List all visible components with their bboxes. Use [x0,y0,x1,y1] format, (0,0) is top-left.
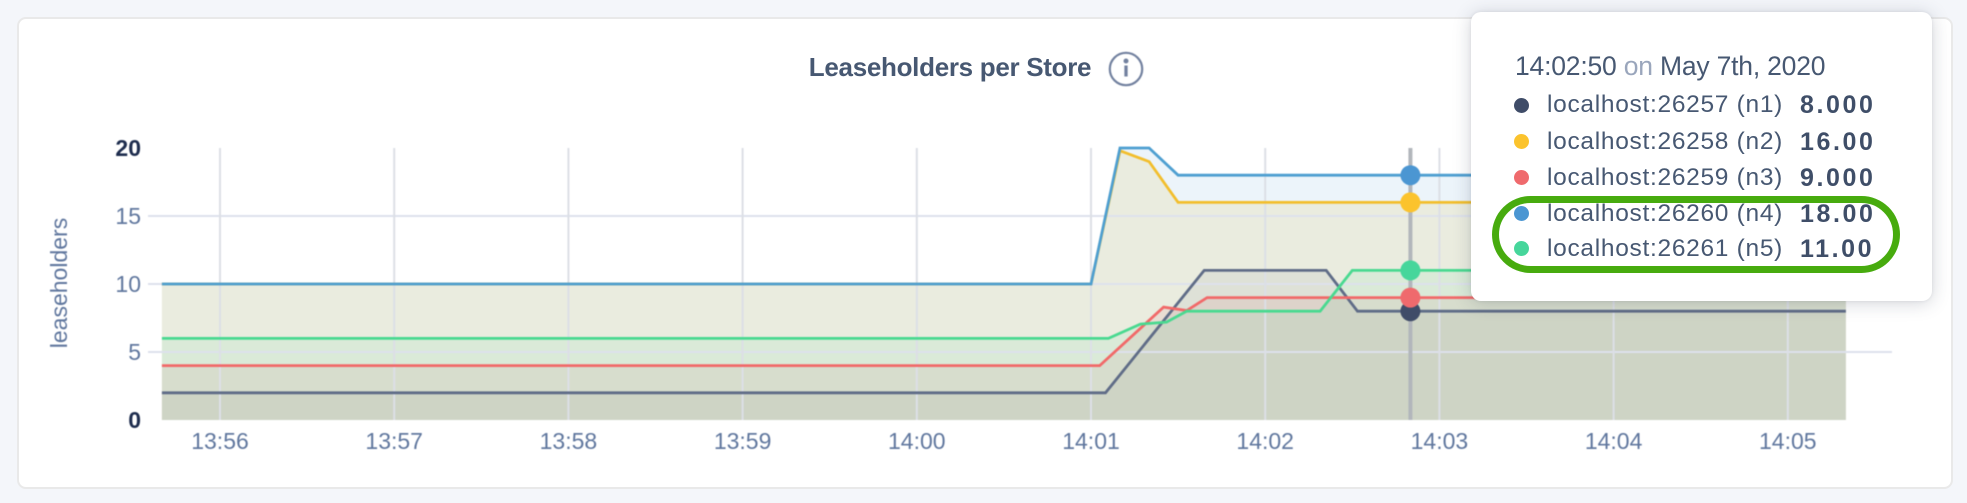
svg-text:0: 0 [128,407,141,433]
svg-text:14:03: 14:03 [1411,428,1469,454]
svg-text:13:57: 13:57 [365,428,423,454]
svg-text:14:01: 14:01 [1062,428,1120,454]
svg-text:14:05: 14:05 [1759,428,1817,454]
svg-text:13:59: 13:59 [714,428,772,454]
svg-text:14:04: 14:04 [1585,428,1643,454]
svg-text:15: 15 [115,203,141,229]
svg-text:20: 20 [115,135,141,161]
svg-text:14:00: 14:00 [888,428,946,454]
svg-text:5: 5 [128,339,141,365]
svg-text:13:58: 13:58 [540,428,598,454]
svg-text:10: 10 [115,271,141,297]
svg-text:leaseholders: leaseholders [46,218,72,348]
svg-text:13:56: 13:56 [191,428,249,454]
svg-text:14:02: 14:02 [1236,428,1294,454]
